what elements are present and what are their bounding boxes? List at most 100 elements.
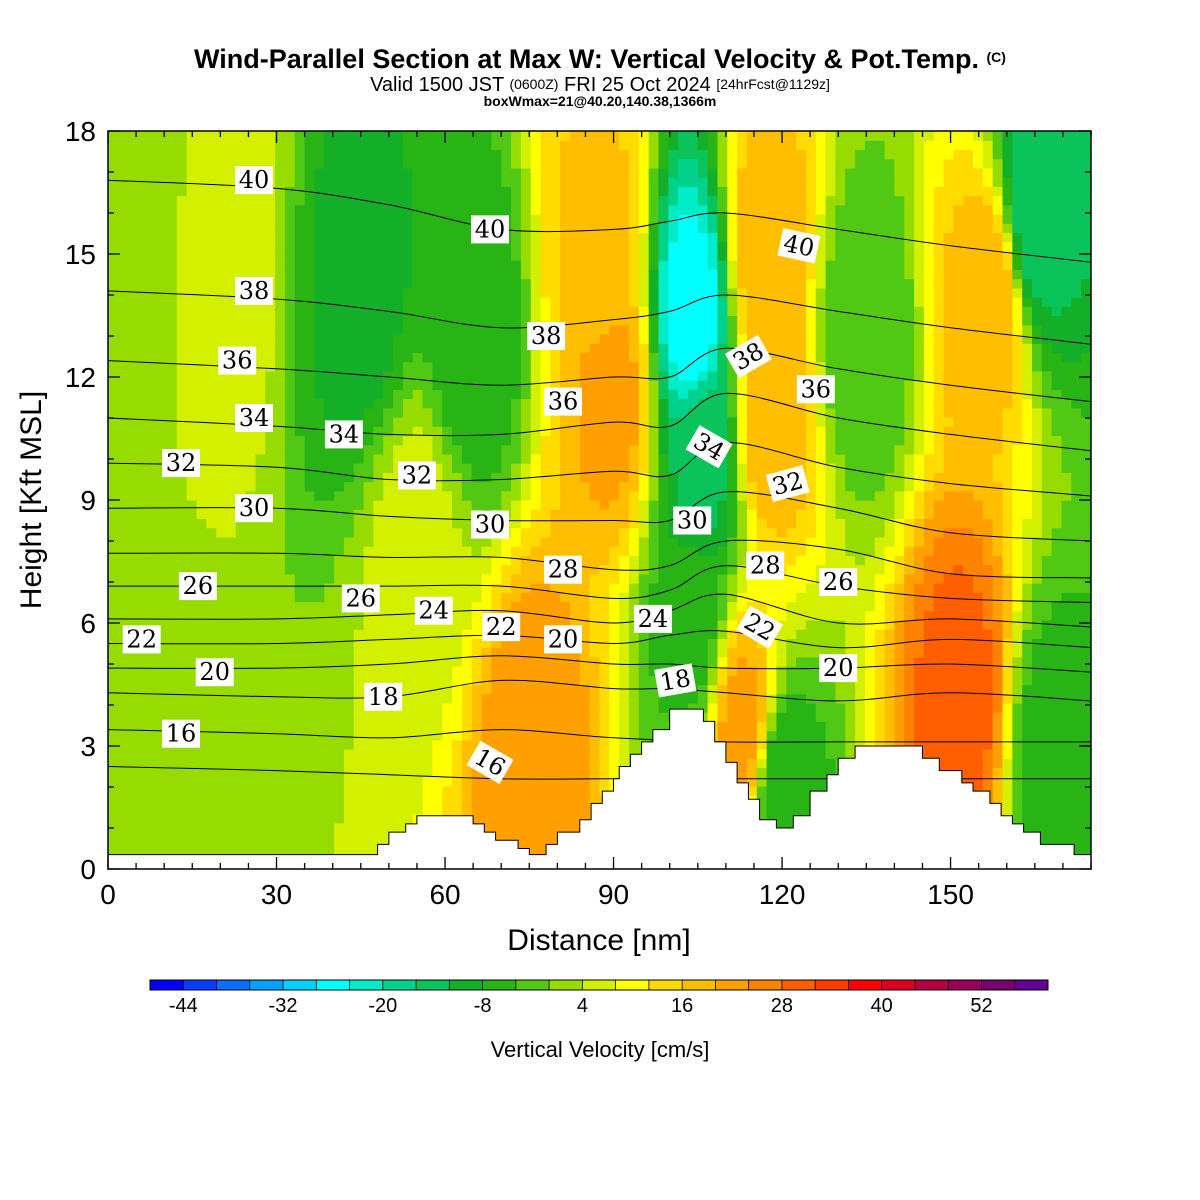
w-cell [157,592,168,603]
w-cell [334,795,345,806]
w-cell [825,610,837,621]
w-cell [1041,463,1053,473]
w-cell [334,749,345,759]
w-cell [963,619,974,630]
w-cell [422,776,433,787]
w-cell [884,472,895,483]
w-cell [855,546,866,556]
w-cell [894,730,905,741]
w-cell [697,647,709,658]
w-cell [294,601,306,612]
w-cell [589,721,601,732]
w-cell [776,610,787,621]
w-cell [756,684,768,695]
w-cell [737,638,748,649]
w-cell [511,813,522,824]
w-cell [776,638,787,649]
w-cell [628,555,640,566]
w-cell [471,573,483,584]
w-cell [363,675,375,686]
w-cell [245,453,257,464]
w-cell [1002,564,1013,575]
w-cell [570,490,581,501]
w-cell [707,509,719,520]
w-cell [412,416,424,427]
w-cell [511,407,522,418]
w-cell [973,721,984,732]
w-cell [973,619,984,630]
w-cell [216,444,227,455]
w-cell [402,638,414,649]
w-cell [992,702,1004,713]
w-cell [825,702,837,713]
w-cell [491,453,502,464]
w-cell [206,518,217,529]
w-cell [1041,619,1053,630]
w-cell [432,453,443,464]
w-cell [570,739,581,750]
w-cell [579,546,591,556]
w-cell [815,555,827,566]
w-cell [756,416,768,427]
w-cell [422,527,433,538]
w-cell [422,435,433,446]
w-cell [884,730,895,741]
w-cell [255,592,266,603]
w-cell [108,564,119,575]
w-cell [255,758,266,769]
w-cell [265,453,276,464]
w-cell [805,739,817,750]
w-cell [275,656,286,667]
w-cell [687,472,699,483]
w-cell [1032,666,1043,676]
w-cell [442,536,453,547]
w-cell [343,749,355,759]
w-cell [835,739,846,750]
w-cell [157,601,168,612]
w-cell [1022,656,1033,667]
w-cell [353,675,365,686]
w-cell [678,619,689,630]
w-cell [481,555,492,566]
w-cell [756,509,768,520]
w-cell [294,758,306,769]
w-cell [550,758,561,769]
w-cell [963,463,974,473]
w-cell [540,693,551,704]
w-cell [275,536,286,547]
w-cell [904,546,915,556]
w-cell [314,666,325,676]
w-cell [894,509,905,520]
w-cell [402,601,414,612]
w-cell [412,795,424,806]
w-cell [1012,702,1023,713]
w-cell [746,509,758,520]
w-cell [697,675,709,686]
w-cell [1061,804,1072,815]
w-cell [973,472,984,483]
w-cell [491,813,502,824]
w-cell [579,712,591,722]
w-cell [530,638,542,649]
w-cell [815,416,827,427]
w-cell [619,721,630,732]
w-cell [324,518,335,529]
w-cell [717,583,728,593]
w-cell [402,619,414,630]
w-cell [992,481,1004,492]
w-cell [530,509,542,520]
w-cell [737,416,748,427]
w-cell [1051,564,1063,575]
w-cell [1051,666,1063,676]
w-cell [668,444,679,455]
w-cell [697,693,709,704]
w-cell [835,416,846,427]
w-cell [127,555,139,566]
w-cell [1051,536,1063,547]
w-cell [255,518,266,529]
w-cell [166,785,178,796]
w-cell [884,500,895,510]
w-cell [284,592,296,603]
w-cell [166,518,178,529]
w-cell [481,712,492,722]
